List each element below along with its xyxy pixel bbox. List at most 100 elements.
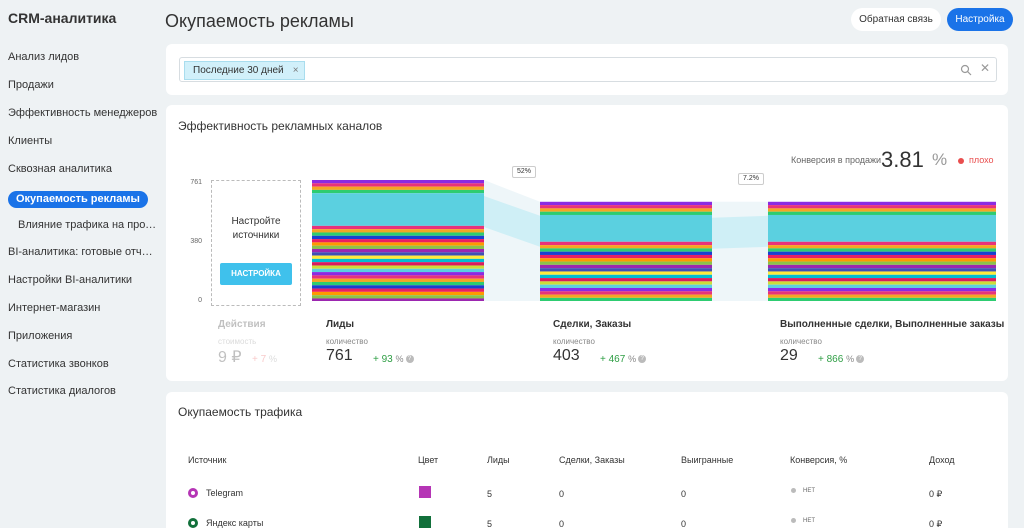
funnel-stripe — [312, 268, 484, 273]
sidebar-item-bi-settings[interactable]: Настройки BI-аналитики — [8, 274, 133, 286]
funnel-stripe — [768, 245, 996, 249]
sidebar-item-eshop[interactable]: Интернет-магазин — [8, 302, 101, 314]
funnel-stripe — [540, 264, 712, 269]
stage-delta: + 93 %? — [373, 354, 414, 365]
funnel-stripe — [312, 245, 484, 249]
stage-conversion-badge: 52% — [512, 166, 537, 178]
stage-delta-unit: % — [395, 354, 404, 364]
funnel-stripe — [312, 225, 484, 230]
period-chip[interactable]: Последние 30 дней × — [184, 61, 305, 80]
yandex-maps-source-icon — [188, 518, 198, 528]
funnel-stripe — [768, 291, 996, 295]
stage-name: Действия — [218, 319, 266, 330]
source-name[interactable]: Яндекс карты — [206, 518, 264, 528]
funnel-stripe — [312, 278, 484, 282]
column-header[interactable]: Источник — [188, 455, 227, 465]
period-chip-label: Последние 30 дней — [193, 65, 284, 76]
sidebar-item-ad-payback[interactable]: Окупаемость рекламы — [8, 191, 148, 208]
funnel-stripe — [768, 254, 996, 259]
funnel-stripe — [312, 285, 484, 289]
conversion-unit: % — [932, 150, 948, 169]
sidebar-item-sales[interactable]: Продажи — [8, 79, 54, 91]
funnel-stripe — [312, 288, 484, 292]
filter-panel: Последние 30 дней × ✕ — [166, 44, 1008, 95]
setup-sources-button[interactable]: НАСТРОЙКА — [220, 263, 292, 285]
y-tick-label: 0 — [198, 297, 202, 304]
help-icon[interactable]: ? — [405, 355, 414, 364]
setup-text-line: источники — [232, 230, 280, 241]
funnel-stripe — [540, 208, 712, 212]
funnel-stripe — [768, 261, 996, 265]
funnel-stripe — [768, 284, 996, 288]
column-header[interactable]: Сделки, Заказы — [559, 455, 625, 465]
column-header[interactable]: Выигранные — [681, 455, 734, 465]
source-name[interactable]: Telegram — [206, 488, 244, 498]
column-header[interactable]: Цвет — [418, 455, 439, 465]
stage-conversion-badge: 7.2% — [738, 173, 764, 185]
won-cell: 0 — [681, 519, 687, 528]
color-swatch[interactable] — [419, 486, 431, 498]
search-icon[interactable] — [960, 64, 972, 76]
funnel-stripe — [768, 287, 996, 292]
funnel-stripe — [768, 211, 996, 215]
help-icon[interactable]: ? — [856, 355, 865, 364]
funnel-stripe — [312, 189, 484, 194]
clear-icon[interactable]: ✕ — [979, 61, 990, 75]
funnel-stripe — [768, 271, 996, 275]
traffic-title: Окупаемость трафика — [178, 405, 303, 419]
sidebar-item-dialog-stats[interactable]: Статистика диалогов — [8, 385, 116, 397]
stage-sub: количество — [553, 337, 595, 346]
funnel-stripe — [540, 251, 712, 255]
column-header[interactable]: Лиды — [487, 455, 510, 465]
y-tick-label: 380 — [190, 238, 202, 245]
sidebar-item-traffic-impact[interactable]: Влияние трафика на продажи — [18, 219, 158, 231]
chip-remove-icon[interactable]: × — [292, 65, 299, 76]
conversion-cell: НЕТ — [803, 518, 815, 524]
settings-button[interactable]: Настройка — [947, 8, 1013, 31]
color-swatch[interactable] — [419, 516, 431, 528]
app-brand: CRM-аналитика — [8, 10, 117, 26]
channels-title: Эффективность рекламных каналов — [178, 119, 383, 133]
stage-value: 403 — [553, 347, 580, 364]
filter-input[interactable]: Последние 30 дней × ✕ — [179, 57, 997, 82]
sidebar-item-end-to-end[interactable]: Сквозная аналитика — [8, 163, 112, 175]
funnel-stripe — [312, 252, 484, 256]
sidebar-item-bi-reports[interactable]: BI-аналитика: готовые отчеты — [8, 246, 158, 258]
y-tick-label: 761 — [190, 179, 202, 186]
funnel-stripe — [312, 232, 484, 236]
conversion-cell: НЕТ — [803, 488, 815, 494]
conversion-value: 3.81 — [881, 147, 924, 172]
stage-value: 9 ₽ — [218, 349, 242, 366]
stage-sub: стоимость — [218, 337, 257, 346]
stage-delta-unit: % — [628, 354, 637, 364]
funnel-stripe — [312, 229, 484, 233]
sidebar-item-clients[interactable]: Клиенты — [8, 135, 53, 147]
sidebar-item-apps[interactable]: Приложения — [8, 330, 73, 342]
stage-sub: количество — [326, 337, 368, 346]
feedback-button[interactable]: Обратная связь — [851, 8, 941, 31]
funnel-stripe — [540, 245, 712, 249]
funnel-stripe — [768, 281, 996, 285]
funnel-stripe — [768, 274, 996, 279]
help-icon[interactable]: ? — [638, 355, 647, 364]
sidebar-item-leads[interactable]: Анализ лидов — [8, 51, 80, 63]
funnel-stripe — [768, 258, 996, 262]
funnel-stripe — [540, 201, 712, 206]
funnel-stripe — [540, 211, 712, 215]
funnel-stripe — [312, 239, 484, 243]
funnel-stripe — [312, 291, 484, 296]
funnel-stripe — [768, 294, 996, 298]
funnel-bar — [312, 180, 484, 301]
stage-name: Сделки, Заказы — [553, 319, 632, 330]
stage-flow — [712, 215, 768, 249]
funnel-stripe — [312, 248, 484, 253]
funnel-chart — [312, 180, 996, 301]
funnel-stripe — [312, 186, 484, 190]
funnel-stripe — [768, 208, 996, 212]
funnel-stripe — [540, 297, 712, 301]
sidebar-item-call-stats[interactable]: Статистика звонков — [8, 358, 109, 370]
sidebar-item-managers[interactable]: Эффективность менеджеров — [8, 107, 158, 119]
column-header[interactable]: Доход — [929, 455, 955, 465]
funnel-stripe — [768, 214, 996, 242]
column-header[interactable]: Конверсия, % — [790, 455, 848, 465]
